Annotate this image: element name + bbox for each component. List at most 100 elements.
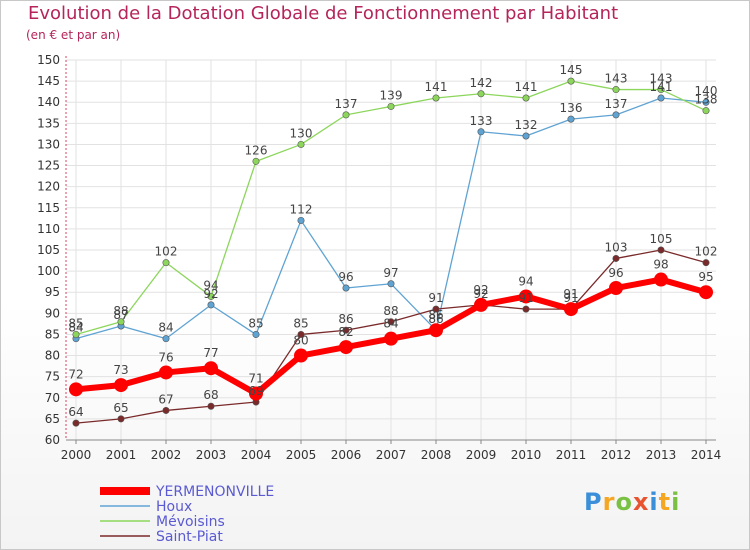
data-label: 130	[290, 126, 313, 140]
data-point	[387, 280, 395, 288]
data-point	[522, 132, 530, 140]
y-tick-label: 95	[45, 285, 60, 299]
x-tick-label: 2003	[196, 448, 227, 462]
data-label: 69	[248, 384, 263, 398]
data-label: 84	[68, 321, 83, 335]
data-label: 86	[428, 308, 443, 322]
data-label: 97	[383, 266, 398, 280]
y-tick-label: 120	[37, 180, 60, 194]
data-point	[387, 102, 395, 110]
data-point	[249, 386, 263, 401]
data-label: 82	[338, 325, 353, 339]
data-point	[117, 318, 125, 326]
data-point	[522, 305, 530, 313]
data-label: 145	[560, 63, 583, 77]
data-label: 87	[113, 308, 128, 322]
data-label: 80	[293, 334, 308, 348]
data-label: 73	[113, 363, 128, 377]
data-label: 86	[338, 312, 353, 326]
series-lines	[69, 77, 713, 427]
logo-letter: i	[671, 488, 681, 516]
y-tick-label: 75	[45, 370, 60, 384]
x-tick-label: 2014	[691, 448, 722, 462]
data-point	[432, 94, 440, 102]
data-point	[297, 140, 305, 148]
data-label: 138	[695, 93, 718, 107]
data-point	[567, 77, 575, 85]
data-label: 85	[293, 316, 308, 330]
data-point	[477, 128, 485, 136]
logo-letter: i	[649, 488, 659, 516]
y-tick-label: 115	[37, 201, 60, 215]
y-tick-label: 85	[45, 327, 60, 341]
data-point	[609, 281, 623, 295]
data-label: 77	[203, 346, 218, 360]
data-point	[69, 382, 83, 397]
data-label: 95	[698, 270, 713, 284]
y-tick-label: 100	[37, 264, 60, 278]
data-point	[162, 335, 170, 343]
data-point	[159, 365, 173, 380]
x-tick-label: 2002	[151, 448, 182, 462]
x-tick-label: 2005	[286, 448, 317, 462]
data-point	[519, 289, 533, 304]
data-label: 112	[290, 202, 313, 216]
y-tick-label: 135	[37, 116, 60, 130]
data-label: 142	[470, 76, 493, 90]
data-point	[294, 348, 308, 363]
data-point	[429, 323, 443, 338]
data-point	[702, 98, 710, 106]
data-point	[654, 272, 668, 287]
data-point	[342, 111, 350, 119]
x-tick-label: 2006	[331, 448, 362, 462]
logo-letter: o	[615, 488, 633, 516]
x-tick-label: 2004	[241, 448, 272, 462]
logo-letter: t	[658, 488, 672, 516]
data-point	[657, 246, 665, 254]
data-point	[474, 297, 488, 312]
data-point	[252, 330, 260, 338]
data-label: 139	[380, 88, 403, 102]
legend-label: Mévoisins	[156, 514, 225, 530]
data-label: 136	[560, 101, 583, 115]
data-label: 84	[158, 321, 173, 335]
data-label: 72	[68, 367, 83, 381]
y-tick-label: 110	[37, 222, 60, 236]
data-label: 91	[563, 287, 578, 301]
x-tick-label: 2008	[421, 448, 452, 462]
data-label: 91	[428, 291, 443, 305]
data-point	[387, 318, 395, 326]
data-label: 96	[338, 270, 353, 284]
data-label: 94	[203, 278, 218, 292]
logo-letter: P	[584, 488, 603, 516]
chart-title: Evolution de la Dotation Globale de Fonc…	[28, 3, 619, 24]
data-point	[342, 326, 350, 334]
data-point	[72, 330, 80, 338]
data-point	[297, 330, 305, 338]
data-label: 91	[518, 291, 533, 305]
data-label: 94	[518, 274, 533, 288]
data-label: 92	[203, 287, 218, 301]
data-point	[204, 361, 218, 376]
data-point	[432, 305, 440, 313]
logo-letter: r	[602, 488, 616, 516]
data-label: 102	[155, 245, 178, 259]
data-label: 133	[470, 114, 493, 128]
x-tick-label: 2011	[556, 448, 587, 462]
data-label: 85	[68, 316, 83, 330]
data-label: 137	[335, 97, 358, 111]
data-point	[612, 111, 620, 119]
data-point	[207, 301, 215, 309]
grid-lines	[66, 59, 716, 441]
data-label: 141	[425, 80, 448, 94]
chart-subtitle: (en € et par an)	[26, 28, 121, 42]
data-point	[342, 284, 350, 292]
data-point	[72, 419, 80, 427]
x-tick-label: 2007	[376, 448, 407, 462]
data-label: 86	[428, 312, 443, 326]
data-label: 91	[563, 291, 578, 305]
data-point	[702, 107, 710, 115]
data-point	[612, 254, 620, 262]
data-label: 143	[605, 72, 628, 86]
